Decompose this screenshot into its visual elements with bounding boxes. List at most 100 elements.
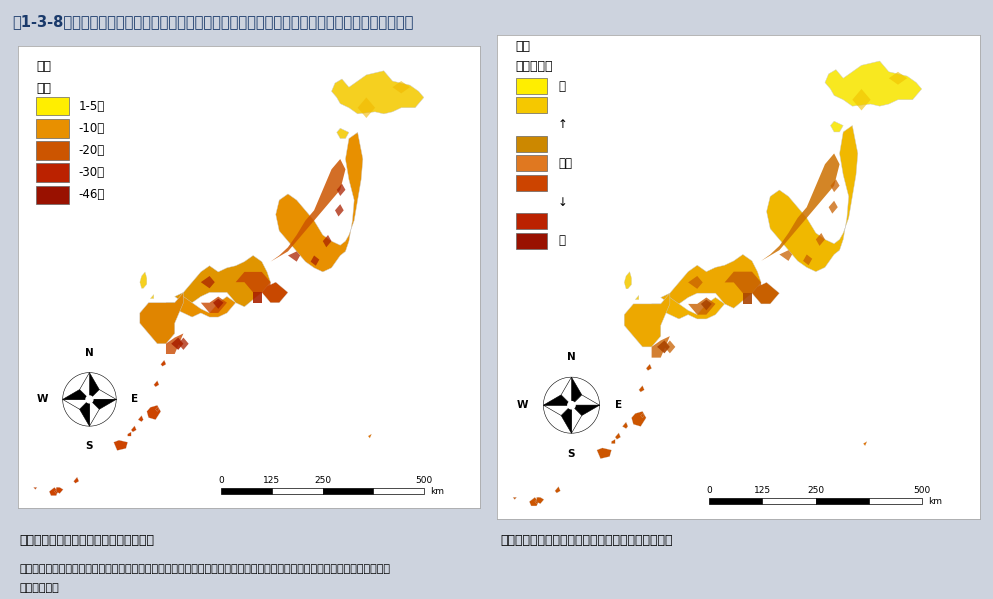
Polygon shape xyxy=(166,297,235,317)
Bar xyxy=(763,498,815,504)
Bar xyxy=(323,488,373,494)
Text: 資料：環境省: 資料：環境省 xyxy=(20,583,60,594)
Polygon shape xyxy=(638,386,644,392)
Bar xyxy=(815,498,869,504)
Polygon shape xyxy=(701,300,712,310)
Text: 0: 0 xyxy=(706,486,712,495)
Polygon shape xyxy=(536,497,544,504)
Polygon shape xyxy=(597,448,612,459)
Text: km: km xyxy=(430,486,444,495)
Polygon shape xyxy=(131,426,136,432)
Polygon shape xyxy=(513,497,516,500)
Polygon shape xyxy=(852,89,871,110)
Polygon shape xyxy=(561,405,571,433)
Polygon shape xyxy=(646,364,651,371)
Polygon shape xyxy=(743,293,752,304)
Polygon shape xyxy=(34,488,37,489)
Text: 脊椎動物における日本固有種の種数分布: 脊椎動物における日本固有種の種数分布 xyxy=(20,534,155,547)
Polygon shape xyxy=(830,179,839,192)
Text: 125: 125 xyxy=(263,476,280,485)
Polygon shape xyxy=(79,400,89,426)
Polygon shape xyxy=(335,204,344,216)
Polygon shape xyxy=(688,276,703,289)
Polygon shape xyxy=(171,338,184,350)
Text: 250: 250 xyxy=(314,476,332,485)
Polygon shape xyxy=(128,432,131,436)
Bar xyxy=(515,233,547,249)
Bar xyxy=(373,488,424,494)
Text: -46種: -46種 xyxy=(78,188,105,201)
Polygon shape xyxy=(571,405,582,433)
Polygon shape xyxy=(79,373,89,400)
Polygon shape xyxy=(73,477,78,483)
Polygon shape xyxy=(828,201,838,214)
Text: 図1-3-8　我が国の脊椎動物の固有種の種数分布及び維管束植物における日本固有種の固有種指数: 図1-3-8 我が国の脊椎動物の固有種の種数分布及び維管束植物における日本固有種… xyxy=(12,14,413,29)
Text: W: W xyxy=(516,400,528,410)
Polygon shape xyxy=(623,422,628,428)
Text: 1-5種: 1-5種 xyxy=(78,99,105,113)
Polygon shape xyxy=(761,153,839,261)
Polygon shape xyxy=(651,298,725,319)
Text: 500: 500 xyxy=(914,486,930,495)
Polygon shape xyxy=(63,400,89,409)
Text: S: S xyxy=(568,449,575,459)
Polygon shape xyxy=(555,486,560,493)
Polygon shape xyxy=(57,488,64,494)
Bar xyxy=(37,119,69,138)
Polygon shape xyxy=(178,338,189,350)
Text: 評価: 評価 xyxy=(558,157,572,170)
Polygon shape xyxy=(543,395,571,405)
Bar xyxy=(515,155,547,171)
Polygon shape xyxy=(767,126,858,272)
Polygon shape xyxy=(830,121,843,132)
Text: -20種: -20種 xyxy=(78,144,105,157)
Polygon shape xyxy=(625,293,670,347)
Bar xyxy=(515,213,547,229)
Polygon shape xyxy=(270,159,346,262)
Bar xyxy=(709,498,763,504)
Polygon shape xyxy=(636,295,638,300)
Polygon shape xyxy=(201,276,214,288)
Polygon shape xyxy=(657,340,670,353)
Polygon shape xyxy=(625,272,632,289)
Polygon shape xyxy=(114,440,128,450)
Polygon shape xyxy=(175,256,270,307)
Polygon shape xyxy=(725,272,761,293)
Polygon shape xyxy=(276,132,362,272)
Bar xyxy=(515,175,547,190)
Polygon shape xyxy=(571,395,600,405)
Polygon shape xyxy=(50,488,58,495)
Text: 0: 0 xyxy=(218,476,223,485)
Polygon shape xyxy=(632,412,646,426)
Text: 注）「固有種指数」とは生態ニッチモデリングを用いて標本採集地のデータ数の偏りや分類学上の疑問点等を補正した指数。: 注）「固有種指数」とは生態ニッチモデリングを用いて標本採集地のデータ数の偏りや分… xyxy=(20,564,391,574)
Polygon shape xyxy=(166,334,184,354)
Polygon shape xyxy=(825,61,922,106)
Polygon shape xyxy=(147,406,161,420)
Text: -30種: -30種 xyxy=(78,166,105,179)
Polygon shape xyxy=(140,292,184,344)
Bar xyxy=(221,488,272,494)
Polygon shape xyxy=(201,297,227,313)
Polygon shape xyxy=(368,434,371,438)
Polygon shape xyxy=(660,255,761,308)
Bar xyxy=(37,164,69,182)
Polygon shape xyxy=(803,255,812,265)
Polygon shape xyxy=(89,389,116,400)
Polygon shape xyxy=(568,401,575,409)
Bar xyxy=(869,498,922,504)
Polygon shape xyxy=(863,441,867,446)
Polygon shape xyxy=(288,252,300,262)
Polygon shape xyxy=(337,184,346,196)
Polygon shape xyxy=(780,250,792,261)
Text: km: km xyxy=(927,497,942,506)
Text: ↓: ↓ xyxy=(558,196,568,208)
Polygon shape xyxy=(89,400,99,426)
Text: 種数: 種数 xyxy=(37,82,52,95)
Polygon shape xyxy=(140,272,147,288)
Polygon shape xyxy=(529,497,538,506)
Polygon shape xyxy=(262,282,288,302)
Polygon shape xyxy=(889,72,907,84)
Polygon shape xyxy=(651,336,670,358)
Polygon shape xyxy=(337,128,349,138)
Text: 維管束植物における日本固有種の固有種指数（＊）: 維管束植物における日本固有種の固有種指数（＊） xyxy=(500,534,673,547)
